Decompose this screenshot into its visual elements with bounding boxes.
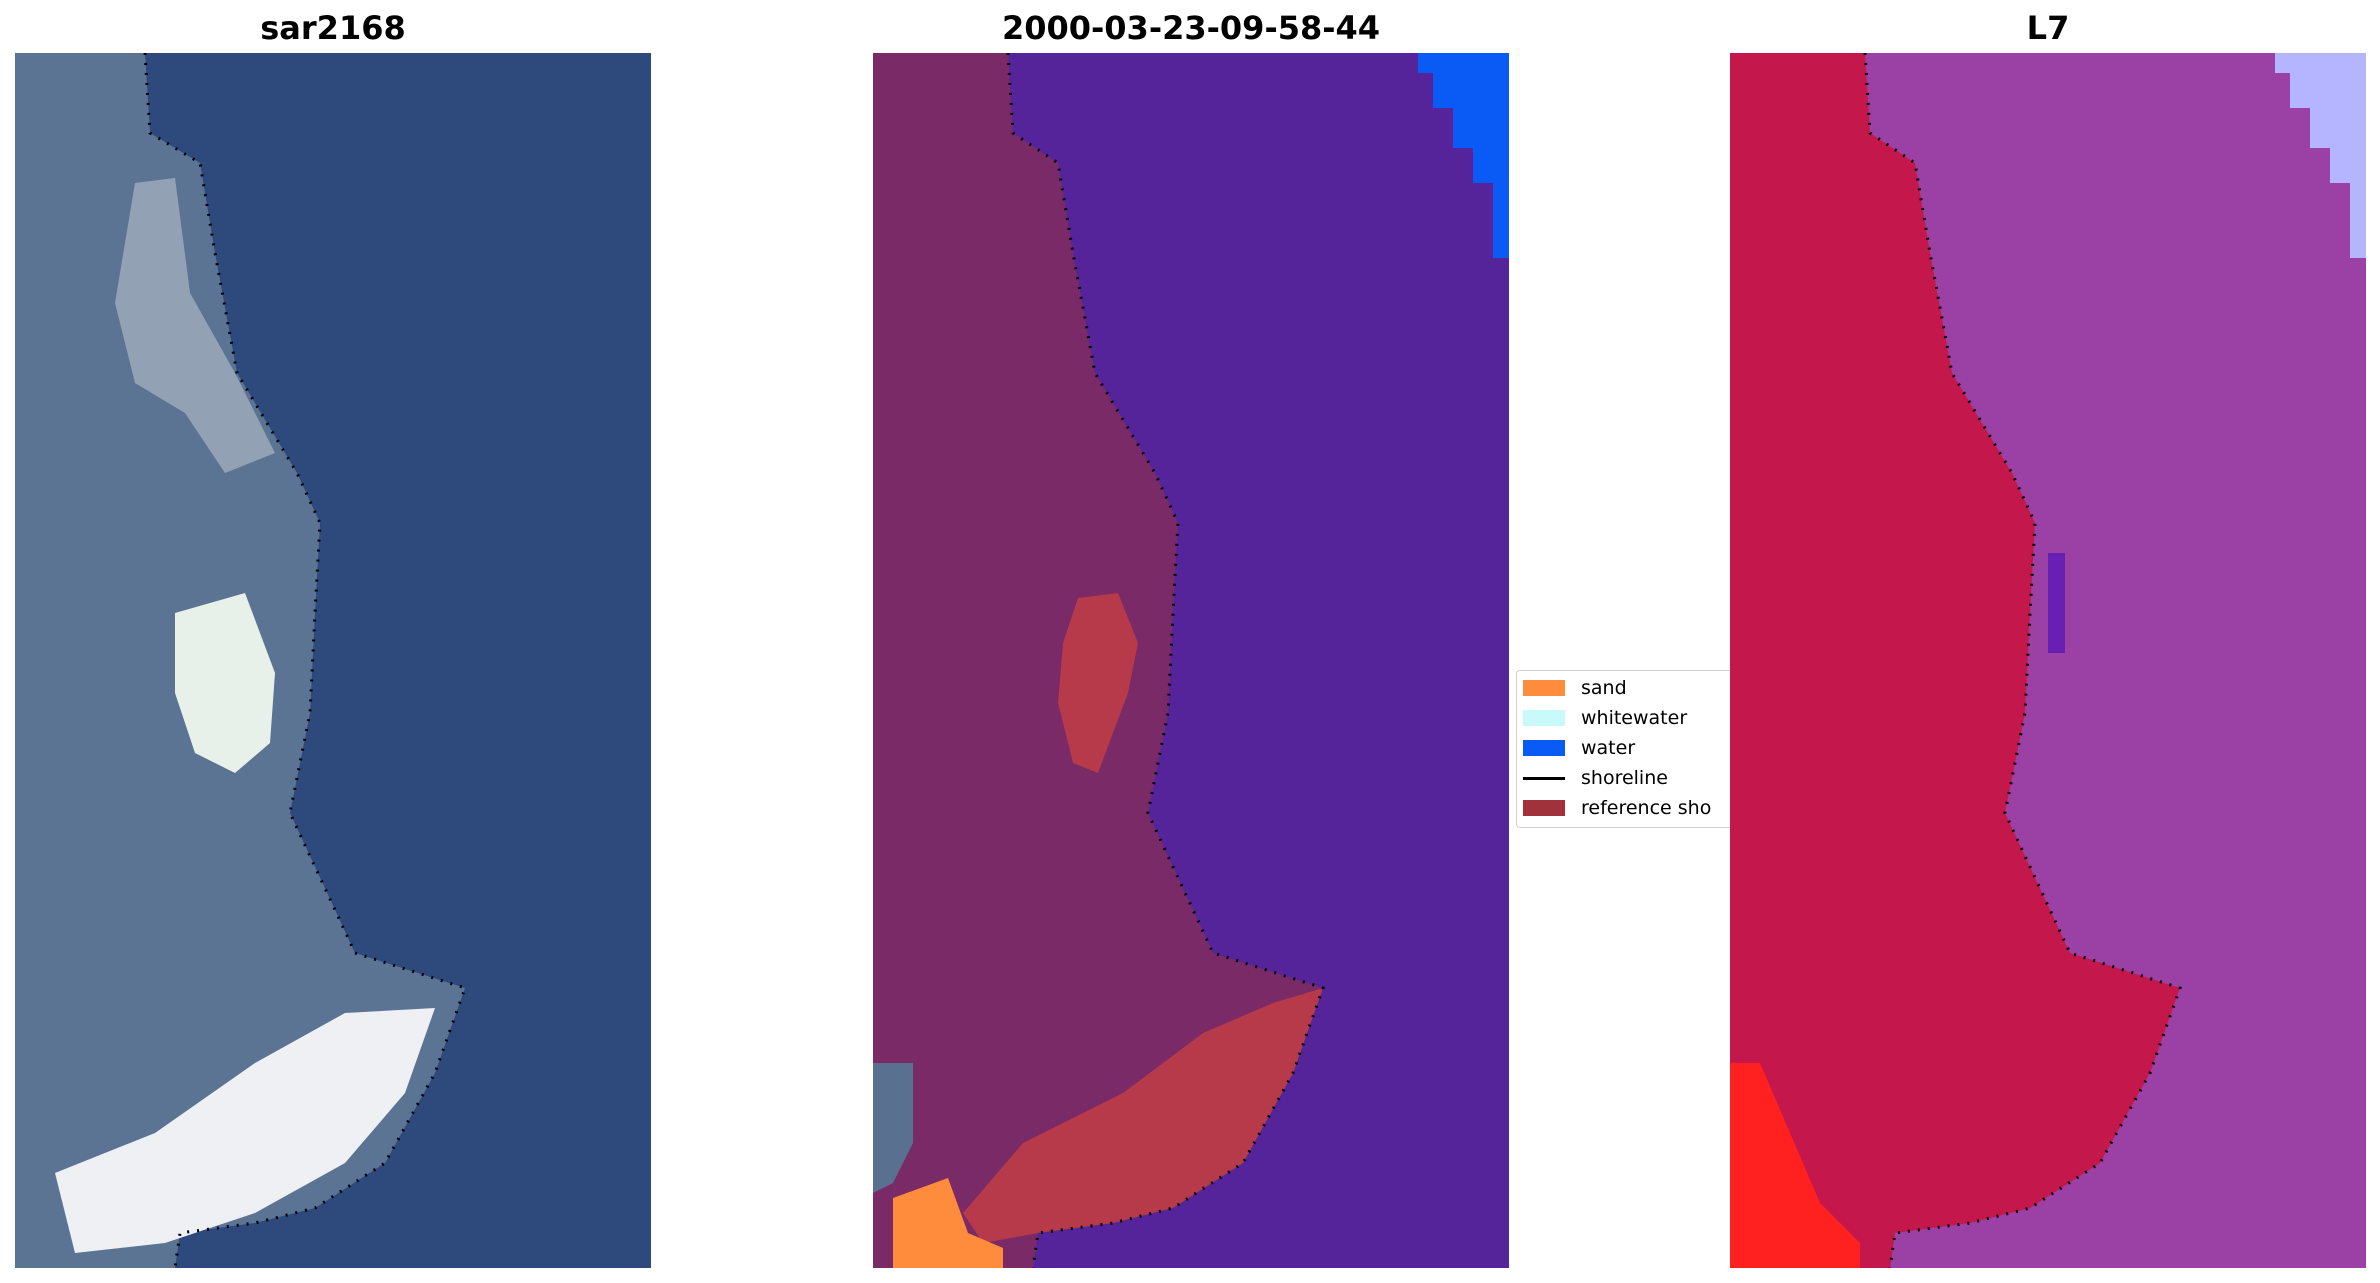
class-reference-coast (963, 988, 1323, 1243)
legend: sand whitewater water shoreline referenc… (1516, 670, 1736, 828)
sar-image (15, 53, 651, 1268)
class-ocean-area (1418, 53, 1509, 258)
legend-swatch-sand (1523, 680, 1565, 696)
legend-item-sand: sand (1523, 676, 1627, 700)
classification-image (873, 53, 1509, 1268)
class-sand-area (893, 1178, 1003, 1268)
l7-bright-patch (1730, 1063, 1860, 1268)
legend-line-shoreline (1523, 776, 1565, 780)
sar-image-panel (15, 53, 651, 1268)
panel-title-landsat: L7 (2026, 9, 2070, 47)
legend-item-reference: reference sho (1523, 796, 1711, 820)
sar-bright-patch-lower (55, 1008, 435, 1253)
l7-deep-channel (2048, 553, 2065, 653)
legend-swatch-water (1523, 740, 1565, 756)
classification-panel (873, 53, 1509, 1268)
legend-item-water: water (1523, 736, 1635, 760)
landsat-image (1730, 53, 2366, 1268)
legend-label-reference: reference sho (1581, 797, 1712, 819)
class-shoreline (1006, 53, 1325, 1268)
legend-label-shoreline: shoreline (1581, 767, 1668, 789)
l7-ice-area (2275, 53, 2366, 258)
class-rock-area (873, 1063, 913, 1193)
legend-item-whitewater: whitewater (1523, 706, 1687, 730)
panel-title-classified: 2000-03-23-09-58-44 (1001, 9, 1381, 47)
legend-label-water: water (1581, 737, 1636, 759)
l7-shoreline (1863, 53, 2182, 1268)
panel-title-sar: sar2168 (260, 9, 406, 47)
legend-label-whitewater: whitewater (1581, 707, 1688, 729)
legend-item-shoreline: shoreline (1523, 766, 1668, 790)
legend-swatch-whitewater (1523, 710, 1565, 726)
landsat-panel (1730, 53, 2366, 1268)
sar-bright-patch-middle (175, 593, 275, 773)
l7-land-area (1730, 53, 2180, 1268)
legend-label-sand: sand (1581, 677, 1627, 699)
class-reference-inland (1058, 593, 1138, 773)
legend-swatch-reference (1523, 800, 1565, 816)
sar-bright-patch-upper (115, 178, 275, 473)
